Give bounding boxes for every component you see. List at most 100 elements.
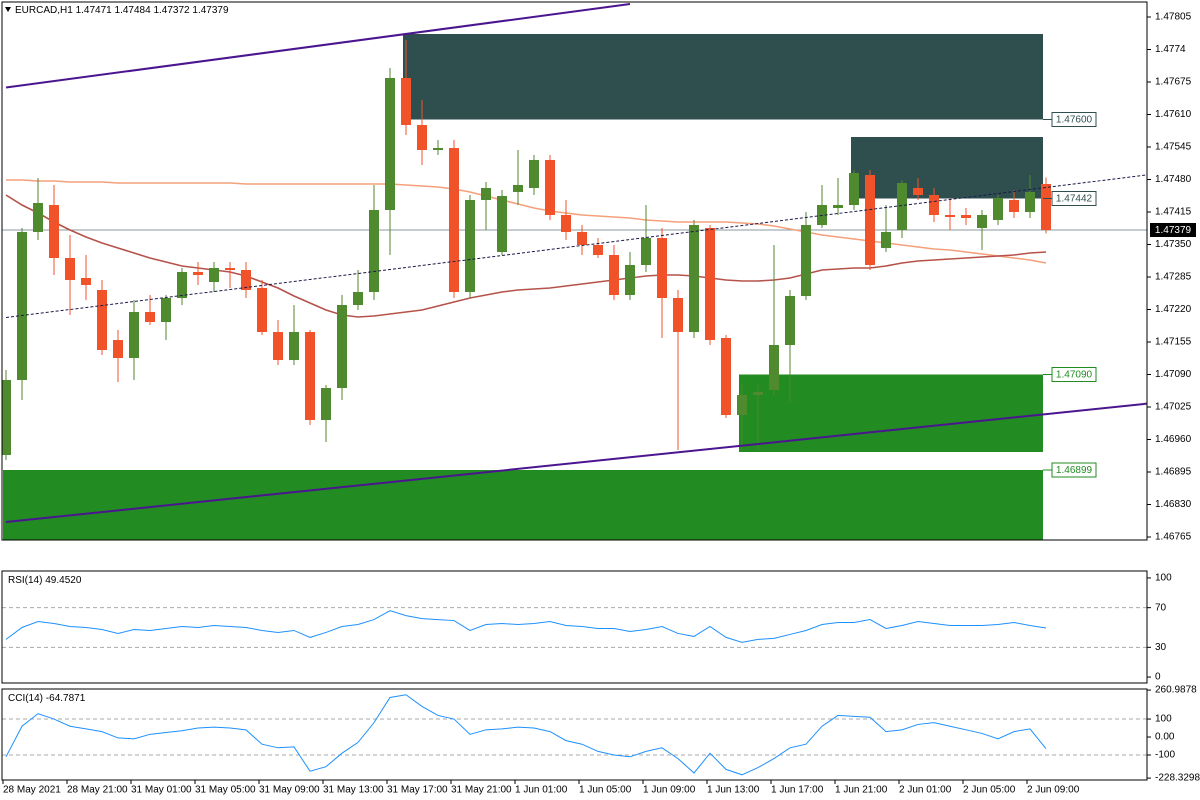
y-tick-label: 1.47805: [1155, 12, 1192, 23]
candle-body: [2, 380, 11, 455]
current-price-label: 1.47379: [1155, 225, 1192, 236]
candle-body: [673, 298, 683, 332]
x-tick-label: 31 May 09:00: [259, 785, 320, 796]
candle-body: [97, 290, 107, 350]
candle-body: [321, 388, 331, 420]
y-tick-label: 1.46830: [1155, 499, 1192, 510]
candle-body: [1041, 184, 1051, 230]
menu-triangle[interactable]: [5, 7, 11, 12]
x-tick-label: 28 May 2021: [3, 785, 61, 796]
x-tick-label: 31 May 01:00: [131, 785, 192, 796]
y-tick-label: 1.46895: [1155, 467, 1192, 478]
candle-body: [1009, 200, 1019, 212]
x-tick-label: 1 Jun 09:00: [643, 785, 696, 796]
candle-body: [737, 395, 747, 415]
last-low: 1.47372: [153, 5, 190, 16]
y-tick-label: 1.47155: [1155, 337, 1192, 348]
x-tick-label: 31 May 21:00: [451, 785, 512, 796]
y-tick-label: 1.47675: [1155, 77, 1192, 88]
candle-body: [753, 392, 763, 395]
x-tick-label: 31 May 13:00: [323, 785, 384, 796]
rsi-frame: [1, 570, 1148, 684]
zone-label: 1.46899: [1056, 465, 1093, 476]
candle-body: [433, 148, 443, 150]
zone-label-box: [1051, 112, 1097, 127]
x-tick-label: 2 Jun 09:00: [1027, 785, 1080, 796]
y-tick-label: 30: [1155, 642, 1167, 653]
candle-body: [945, 215, 955, 217]
candle-body: [225, 268, 235, 270]
candle-body: [81, 278, 91, 285]
y-tick-label: 1.47415: [1155, 207, 1192, 218]
main-frame: [1, 1, 1148, 541]
y-tick-label: 1.47220: [1155, 304, 1192, 315]
candle-body: [929, 195, 939, 215]
candle-body: [65, 258, 75, 280]
candle-body: [769, 345, 779, 390]
axes: 1.47805 1.4774 1.47675 1.47610 1.47545 1.4748…: [2, 12, 1200, 796]
candle-body: [481, 188, 491, 200]
candle-body: [385, 78, 395, 210]
candle-body: [353, 292, 363, 305]
zone-label-box: [1051, 462, 1097, 478]
y-tick-label: 1.47025: [1155, 402, 1192, 413]
indicator-line: [5, 610, 1047, 643]
candle-body: [721, 338, 731, 415]
candle-body: [641, 238, 651, 265]
zone-label: 1.47442: [1056, 194, 1093, 205]
last-high: 1.47484: [115, 5, 152, 16]
candle-body: [625, 265, 635, 295]
candle-body: [881, 232, 891, 248]
candle-body: [705, 228, 715, 340]
candle-body: [849, 173, 859, 205]
candle-body: [145, 312, 155, 322]
cci-value: -64.7871: [46, 693, 86, 704]
candle-body: [193, 272, 203, 275]
candle-body: [513, 185, 523, 192]
candle-body: [801, 225, 811, 296]
y-tick-label: 100: [1155, 714, 1172, 725]
trendline: [5, 402, 1147, 523]
y-tick-label: 1.47610: [1155, 109, 1192, 120]
trendline: [5, 3, 631, 89]
candle-body: [961, 215, 971, 218]
candle-body: [545, 160, 555, 215]
candle-body: [865, 175, 875, 265]
x-tick-label: 1 Jun 21:00: [835, 785, 888, 796]
candle-body: [561, 215, 571, 232]
x-tick-label: 1 Jun 13:00: [707, 785, 760, 796]
chart-header: EURCAD,H1 1.47471 1.47484 1.47372 1.4737…: [15, 5, 229, 16]
y-tick-label: 1.47480: [1155, 174, 1192, 185]
candle-body: [369, 210, 379, 292]
y-tick-label: 100: [1155, 573, 1172, 584]
y-tick-label: -228.3298: [1155, 773, 1200, 784]
candle-body: [449, 148, 459, 292]
y-tick-label: 1.47545: [1155, 142, 1192, 153]
candle-body: [609, 255, 619, 295]
cci-frame: [1, 688, 1148, 781]
cci-header: CCI(14) -64.7871: [8, 693, 86, 704]
main-plot: [2, 3, 1147, 540]
candle-body: [177, 272, 187, 298]
candle-body: [657, 238, 667, 298]
candle-body: [913, 188, 923, 195]
candle-body: [689, 225, 699, 332]
last-close: 1.47379: [192, 5, 229, 16]
y-tick-label: 1.46960: [1155, 434, 1192, 445]
moving-average: [5, 194, 1047, 318]
candle-body: [305, 332, 315, 420]
y-tick-label: -100: [1155, 750, 1175, 761]
candle-body: [257, 288, 267, 332]
candle-body: [785, 296, 795, 345]
candle-body: [497, 196, 507, 252]
y-tick-label: 1.47090: [1155, 369, 1192, 380]
rsi-title: RSI(14): [8, 575, 42, 586]
zone: [851, 137, 1043, 199]
rsi-plot: [2, 607, 1147, 648]
candle-body: [161, 298, 171, 322]
y-tick-label: 260.9878: [1155, 685, 1197, 696]
candle-body: [289, 332, 299, 360]
zone: [403, 34, 1043, 120]
